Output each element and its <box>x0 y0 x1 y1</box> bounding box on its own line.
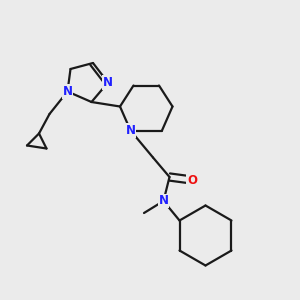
Text: N: N <box>103 76 113 89</box>
Text: N: N <box>62 85 73 98</box>
Text: N: N <box>125 124 136 137</box>
Text: N: N <box>158 194 169 208</box>
Text: O: O <box>187 173 197 187</box>
